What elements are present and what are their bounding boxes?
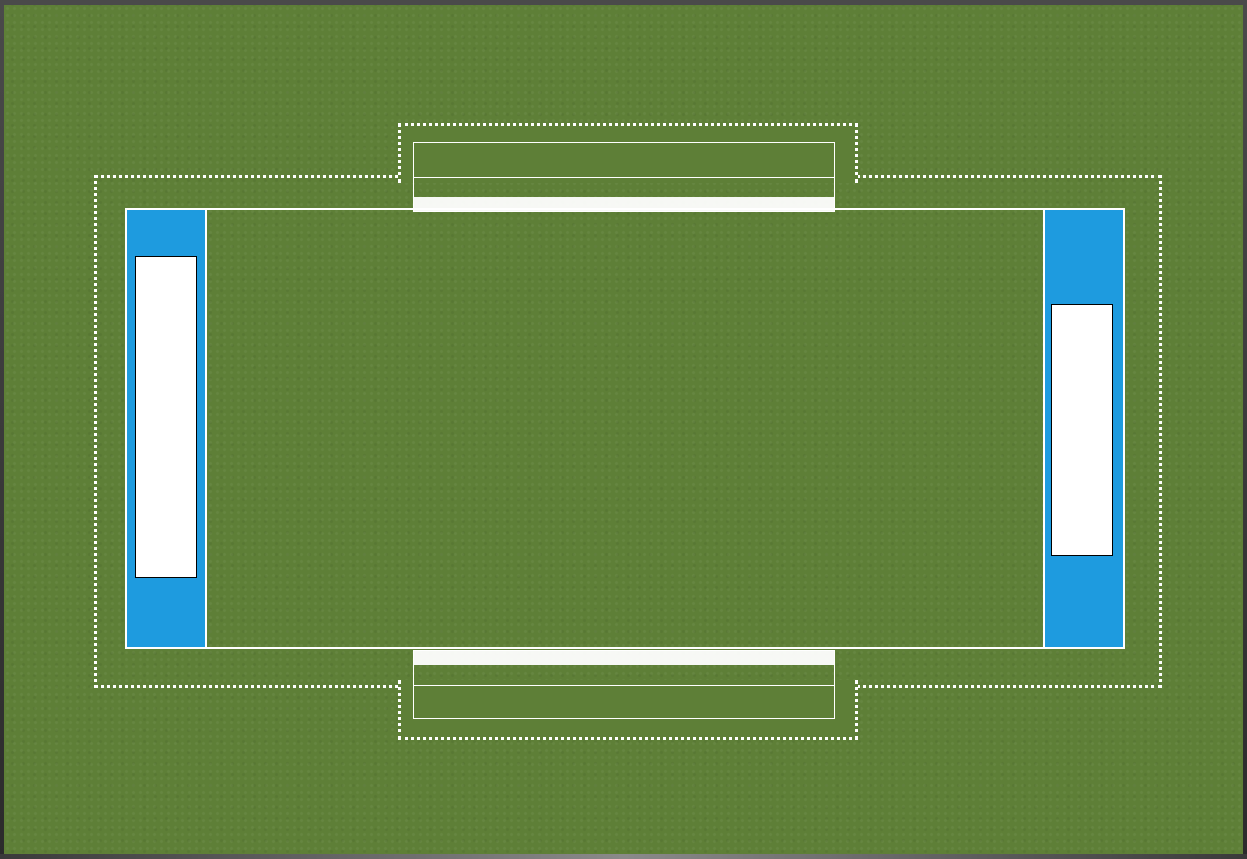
- team-box-top: [413, 142, 835, 212]
- opponent-endzone[interactable]: [127, 210, 207, 647]
- your-endzone[interactable]: [1043, 210, 1123, 647]
- team-box-line: [414, 177, 834, 178]
- bench-area-bottom: [398, 680, 858, 740]
- bottom-edge: [0, 854, 1247, 859]
- football-field: [125, 208, 1125, 649]
- team-box-line: [414, 685, 834, 686]
- team-box-band: [414, 197, 834, 211]
- team-box-bottom: [413, 650, 835, 719]
- bench-area-top: [398, 123, 858, 183]
- your-endzone-sign: [1051, 304, 1113, 556]
- team-box-band: [414, 651, 834, 665]
- opponent-endzone-sign: [135, 256, 197, 578]
